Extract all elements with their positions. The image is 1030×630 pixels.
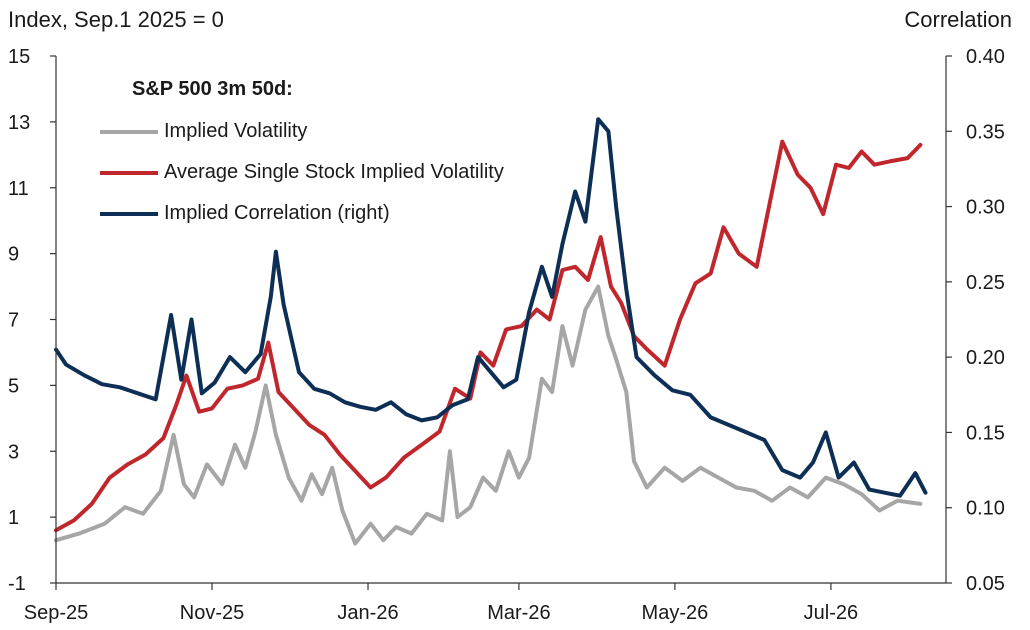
legend-swatch	[100, 129, 158, 134]
right-tick-label: 0.40	[966, 46, 1005, 68]
left-tick-label: 13	[8, 112, 30, 134]
axes-layer: 15 13 11 9 7 5 3 1 -1 0.40 0.35 0.30 0.25 0.20 0.15 0.1…	[8, 46, 1005, 624]
legend-item-implied-correlation: Implied Correlation (right)	[100, 193, 504, 234]
x-tick-label: Mar-26	[487, 602, 550, 624]
left-tick-label: 11	[8, 178, 29, 200]
series-line-2	[54, 117, 928, 498]
legend-title: S&P 500 3m 50d:	[132, 78, 293, 100]
right-axis-title: Correlation	[904, 7, 1012, 32]
legend-swatch	[100, 170, 158, 175]
legend-item-single-stock-volatility: Average Single Stock Implied Volatility	[100, 152, 504, 193]
series-line-0	[54, 284, 923, 546]
series-line-1	[54, 139, 923, 533]
x-tick-label: Jul-26	[804, 602, 858, 624]
right-tick-label: 0.15	[966, 422, 1005, 444]
x-tick-label: Nov-25	[180, 602, 244, 624]
x-tick-label: May-26	[642, 602, 709, 624]
left-tick-label: 3	[8, 441, 19, 463]
left-tick-label: 5	[8, 375, 19, 397]
left-tick-label: 1	[8, 507, 19, 529]
legend-item-implied-volatility: Implied Volatility	[100, 111, 504, 152]
right-tick-label: 0.10	[966, 498, 1005, 520]
right-tick-label: 0.30	[966, 197, 1005, 219]
x-tick-label: Sep-25	[24, 602, 89, 624]
right-tick-label: 0.25	[966, 272, 1005, 294]
legend-swatch	[100, 211, 158, 216]
legend: S&P 500 3m 50d: Implied Volatility Avera…	[100, 78, 504, 234]
left-tick-label: 9	[8, 244, 19, 266]
left-tick-label: 7	[8, 310, 19, 332]
left-tick-label: -1	[8, 573, 26, 595]
right-tick-label: 0.20	[966, 347, 1005, 369]
legend-label: Implied Correlation (right)	[164, 202, 390, 224]
left-tick-label: 15	[8, 46, 30, 68]
series-layer	[54, 117, 928, 546]
legend-label: Implied Volatility	[164, 120, 308, 142]
x-tick-label: Jan-26	[337, 602, 398, 624]
right-tick-label: 0.35	[966, 121, 1005, 143]
legend-label: Average Single Stock Implied Volatility	[164, 161, 504, 183]
left-axis-title: Index, Sep.1 2025 = 0	[8, 7, 224, 32]
right-tick-label: 0.05	[966, 573, 1005, 595]
